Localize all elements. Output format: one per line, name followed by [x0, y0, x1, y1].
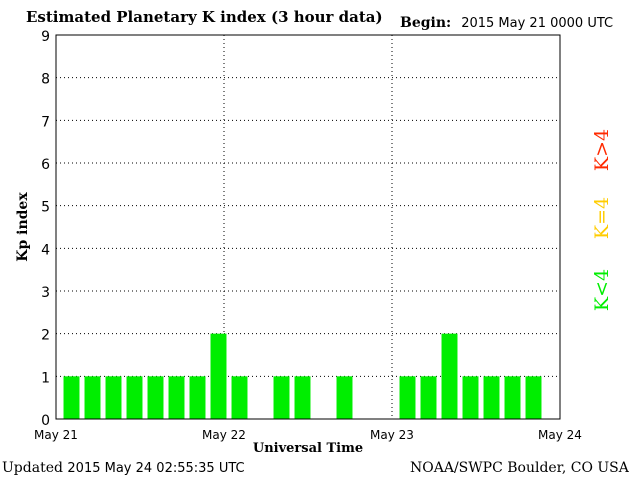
kp-bar	[441, 333, 458, 419]
kp-bar	[84, 376, 101, 419]
credit-text: NOAA/SWPC Boulder, CO USA	[410, 460, 629, 476]
kp-bar	[462, 376, 479, 419]
y-tick-label: 1	[41, 370, 50, 386]
y-tick-label: 6	[41, 157, 50, 173]
x-tick-labels: May 21 May 22 May 23 May 24	[34, 428, 582, 442]
y-tick-label: 8	[41, 72, 50, 88]
updated-info: Updated 2015 May 24 02:55:35 UTC	[2, 460, 245, 476]
kp-bar	[273, 376, 290, 419]
updated-value: 2015 May 24 02:55:35 UTC	[67, 461, 245, 476]
y-tick-label: 3	[41, 285, 50, 301]
kp-bar	[483, 376, 500, 419]
y-tick-label: 0	[41, 413, 50, 429]
legend-item-label: K<4	[591, 269, 613, 311]
y-tick-label: 7	[41, 114, 50, 130]
kp-bar	[126, 376, 143, 419]
updated-label: Updated	[2, 460, 63, 476]
begin-label: Begin:	[400, 15, 452, 31]
kp-bar	[504, 376, 521, 419]
kp-bar	[147, 376, 164, 419]
legend: K>4 K=4 K<4	[591, 129, 613, 311]
begin-info: Begin: 2015 May 21 0000 UTC	[400, 15, 613, 31]
kp-bar	[336, 376, 353, 419]
kp-bar	[525, 376, 542, 419]
begin-value: 2015 May 21 0000 UTC	[461, 16, 614, 31]
kp-bar	[105, 376, 122, 419]
bars-layer	[63, 333, 542, 419]
legend-item-label: K=4	[591, 197, 613, 239]
legend-item-label: K>4	[591, 129, 613, 171]
chart-title: Estimated Planetary K index (3 hour data…	[26, 8, 383, 26]
y-tick-label: 5	[41, 200, 50, 216]
kp-bar	[231, 376, 248, 419]
y-tick-label: 2	[41, 328, 50, 344]
kp-bar	[168, 376, 185, 419]
x-axis-label: Universal Time	[253, 441, 363, 456]
y-tick-label: 9	[41, 29, 50, 45]
x-tick-label: May 24	[538, 428, 582, 442]
y-tick-labels: 0 1 2 3 4 5 6 7 8 9	[41, 29, 50, 429]
grid-layer	[56, 34, 560, 419]
x-tick-label: May 21	[34, 428, 78, 442]
x-tick-label: May 22	[202, 428, 246, 442]
kp-bar	[189, 376, 206, 419]
kp-bar	[294, 376, 311, 419]
y-tick-label: 4	[41, 242, 50, 258]
kp-bar	[63, 376, 80, 419]
kp-bar	[399, 376, 416, 419]
kp-chart: 0 1 2 3 4 5 6 7 8 9 May 21 May 22 May 23 May 24 Kp i…	[15, 29, 613, 456]
kp-bar	[210, 333, 227, 419]
kp-bar	[420, 376, 437, 419]
x-tick-label: May 23	[370, 428, 414, 442]
plot-frame	[55, 34, 561, 420]
y-axis-label: Kp index	[15, 192, 31, 262]
